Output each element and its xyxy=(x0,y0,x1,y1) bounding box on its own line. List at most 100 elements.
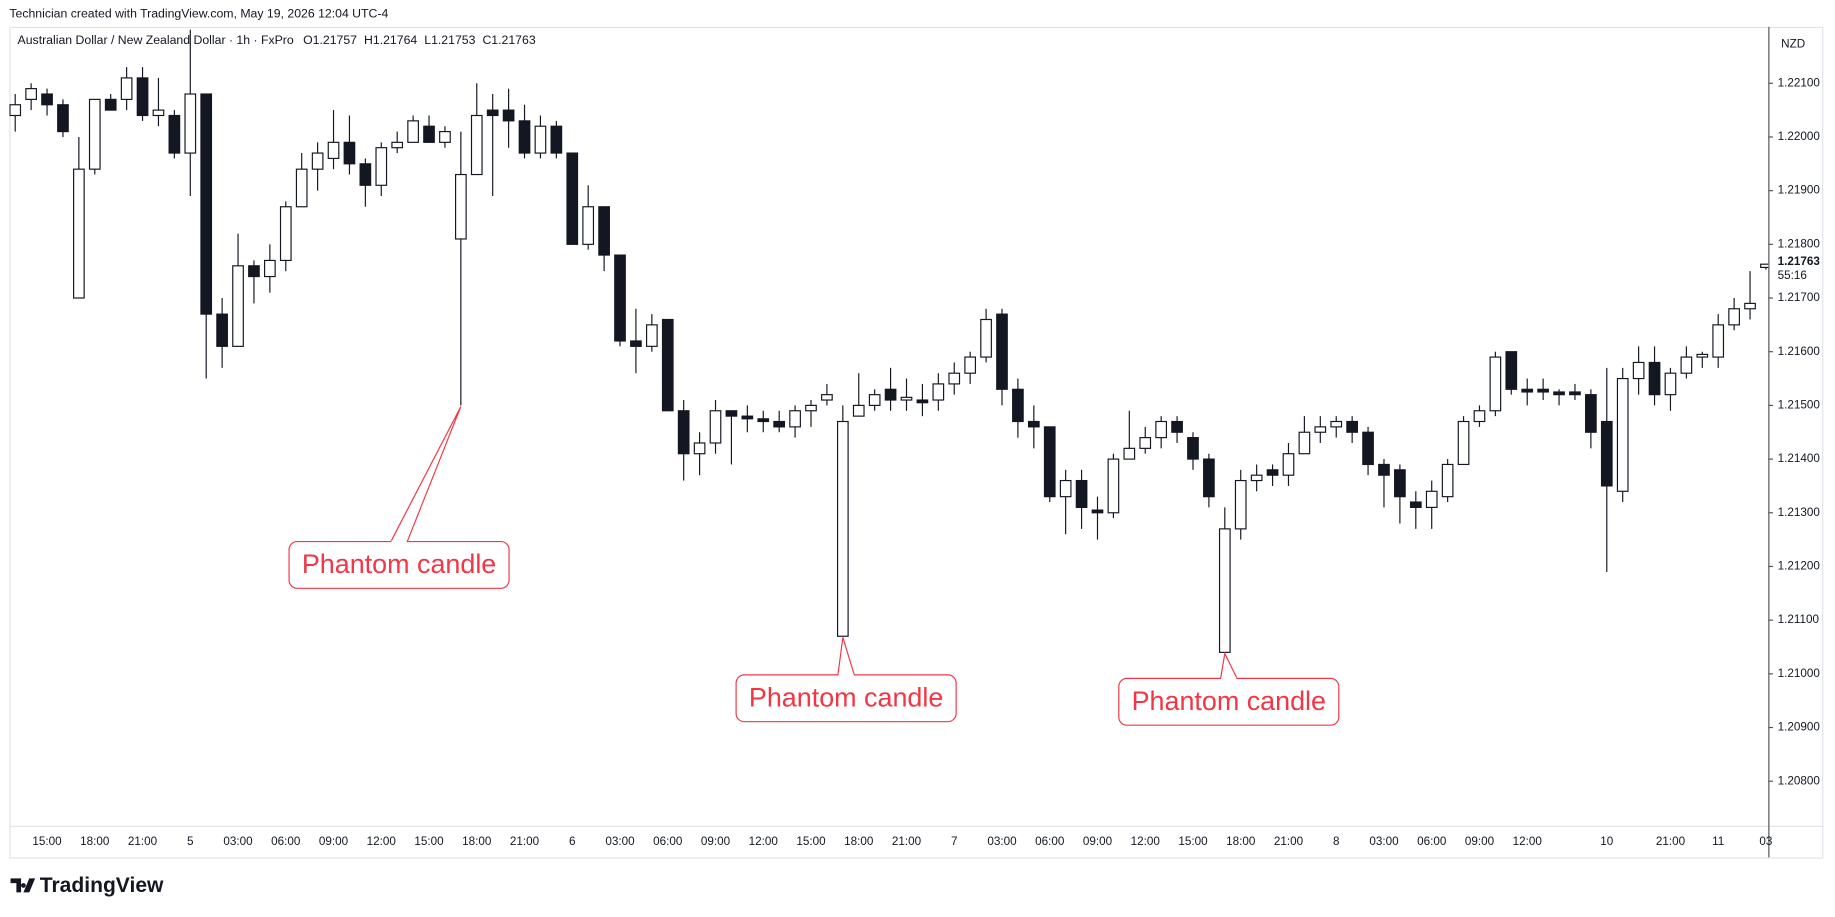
candle-body xyxy=(1059,479,1072,498)
x-tick-label: 09:00 xyxy=(1083,835,1113,848)
candle-body xyxy=(996,313,1008,390)
candle-body xyxy=(1632,361,1645,380)
x-tick-label: 06:00 xyxy=(271,835,301,848)
x-tick-label: 03 xyxy=(1759,835,1772,848)
candle-body xyxy=(693,442,706,455)
candle-body xyxy=(1346,420,1358,433)
candle-body xyxy=(104,98,117,111)
candle-body xyxy=(1569,391,1581,396)
y-tick-label: 1.21700 xyxy=(1778,291,1821,304)
x-tick-label: 12:00 xyxy=(1513,835,1543,848)
y-tick-label: 1.20800 xyxy=(1778,774,1821,787)
candle-body xyxy=(1234,479,1247,530)
candle-body xyxy=(470,114,483,176)
candle-body xyxy=(9,104,22,117)
y-tick-label: 1.21000 xyxy=(1778,667,1821,680)
candle-body xyxy=(1441,463,1454,498)
candle-body xyxy=(900,396,913,401)
candle-body xyxy=(502,109,515,122)
candle-body xyxy=(248,265,260,278)
candle-body xyxy=(200,93,213,315)
candle-body xyxy=(582,206,595,245)
y-tick-label: 1.22000 xyxy=(1778,130,1821,143)
x-tick-label: 09:00 xyxy=(1465,835,1495,848)
callout-gap xyxy=(391,540,407,543)
callout-gap xyxy=(838,673,854,677)
candle-body xyxy=(916,399,929,404)
candle-body xyxy=(439,131,451,143)
candle-body xyxy=(359,163,372,186)
candle-body xyxy=(1553,391,1565,396)
last-price: 1.21763 xyxy=(1778,255,1821,268)
candle-body xyxy=(709,410,722,444)
x-tick-label: 21:00 xyxy=(1656,835,1686,848)
candle-body xyxy=(1266,469,1279,476)
axes: 1.20800 1.20900 1.21000 1.21100 1.21200 1.213… xyxy=(32,76,1823,848)
candle-body xyxy=(327,141,340,160)
candle-body xyxy=(1282,453,1295,476)
x-tick-label: 21:00 xyxy=(510,835,540,848)
x-tick-label: 12:00 xyxy=(367,835,397,848)
candle-body xyxy=(423,125,435,143)
candle-body xyxy=(725,410,738,417)
candle-body xyxy=(1187,437,1199,460)
candle-body xyxy=(980,318,992,358)
candle-body xyxy=(884,388,897,401)
candle-body xyxy=(932,383,945,401)
candle-body xyxy=(741,415,754,420)
candle-body xyxy=(1760,263,1769,269)
candle-body xyxy=(1378,463,1390,476)
x-tick-label: 09:00 xyxy=(319,835,349,848)
brand-logo: TradingView xyxy=(10,874,164,897)
ohlc-label: L xyxy=(424,33,431,47)
candle-body xyxy=(216,313,228,347)
candle-body xyxy=(1107,458,1120,514)
candle-body xyxy=(1218,528,1231,653)
candle-body xyxy=(1585,394,1597,433)
candle-body xyxy=(821,394,833,401)
x-tick-label: 03:00 xyxy=(605,835,635,848)
ohlc-label: C xyxy=(482,33,491,47)
x-tick-label: 09:00 xyxy=(701,835,731,848)
candle-body xyxy=(1712,324,1725,358)
candle-body xyxy=(88,98,101,170)
candle-body xyxy=(311,152,324,170)
candle-body xyxy=(1298,431,1311,455)
candle-body xyxy=(1250,474,1263,482)
legend-header: Australian Dollar / New Zealand Dollar ·… xyxy=(18,33,536,47)
x-tick-label: 15:00 xyxy=(32,835,62,848)
candle-body xyxy=(1696,353,1709,358)
callout-pointer xyxy=(837,637,855,676)
candle-body xyxy=(566,152,579,245)
candle-body xyxy=(1012,388,1024,423)
candle-body xyxy=(168,114,181,154)
x-tick-label: 03:00 xyxy=(1369,835,1399,848)
ohlc-value: 1.21753 xyxy=(431,33,476,47)
candle-body xyxy=(120,77,133,100)
candle-body xyxy=(295,168,308,208)
candle-body xyxy=(486,109,499,117)
brand-name: TradingView xyxy=(40,874,164,897)
price-label-box xyxy=(1770,253,1823,285)
candle-body xyxy=(1425,490,1438,508)
candle-body xyxy=(630,340,642,347)
x-tick-label: 18:00 xyxy=(844,835,874,848)
x-tick-label: 12:00 xyxy=(1131,835,1161,848)
y-tick-label: 1.21200 xyxy=(1778,560,1821,573)
logo-mark xyxy=(10,878,36,893)
candle-body xyxy=(232,265,244,347)
candle-body xyxy=(550,125,563,154)
candle-body xyxy=(1744,302,1756,310)
y-tick-label: 1.21600 xyxy=(1778,345,1821,358)
candle-body xyxy=(1489,356,1502,412)
candle-body xyxy=(1600,420,1613,487)
candle-body xyxy=(375,147,388,186)
y-tick-label: 1.21100 xyxy=(1778,613,1820,626)
x-tick-label: 21:00 xyxy=(1274,835,1304,848)
candle-body xyxy=(964,356,977,374)
y-tick-label: 1.21500 xyxy=(1778,398,1821,411)
candle-body xyxy=(1505,351,1518,390)
candle-body xyxy=(264,259,276,278)
x-tick-label: 15:00 xyxy=(796,835,826,848)
x-tick-label: 03:00 xyxy=(223,835,253,848)
